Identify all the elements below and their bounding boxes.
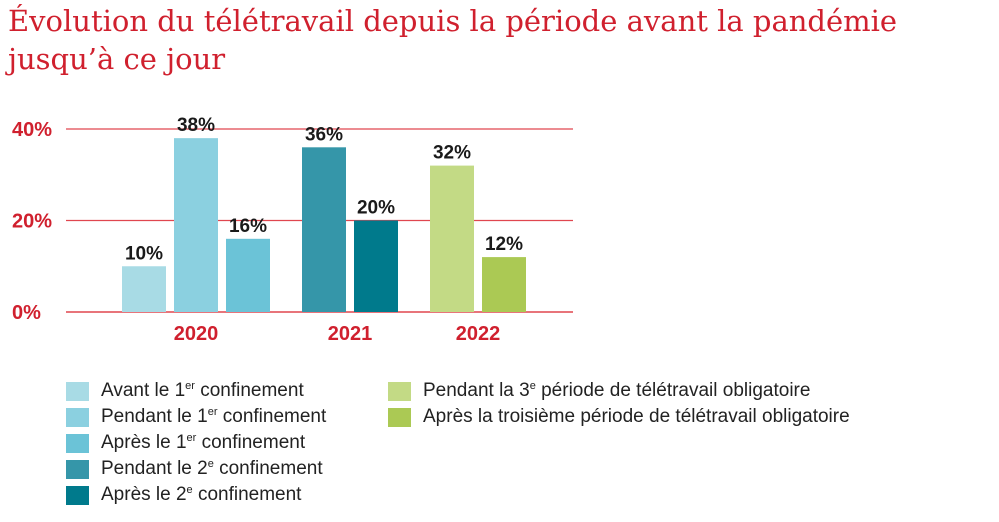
bar-2022-32% xyxy=(430,165,474,312)
bar-2022-12% xyxy=(482,257,526,312)
legend-label: Pendant le 2e confinement xyxy=(101,458,323,480)
legend-label-text-end: confinement xyxy=(192,484,302,505)
chart-title: Évolution du télétravail depuis la pério… xyxy=(8,4,898,76)
legend-label-text-end: confinement xyxy=(194,380,304,401)
data-label: 32% xyxy=(433,143,471,164)
legend-item: Après le 2e confinement xyxy=(66,482,326,508)
legend-label-text: Pendant le 2 xyxy=(101,458,208,479)
legend-item: Après la troisième période de télétravai… xyxy=(388,404,850,430)
bar-chart: 0% 20% 40% 10% 38% 16% 2020 36% 20% 2021 32% 12% 202… xyxy=(12,115,573,345)
legend-column-left: Avant le 1er confinement Pendant le 1er c… xyxy=(66,378,326,508)
legend-label: Avant le 1er confinement xyxy=(101,380,304,402)
bar-2021-20% xyxy=(354,220,398,312)
legend-label: Après la troisième période de télétravai… xyxy=(423,406,850,428)
legend-label-superscript: er xyxy=(186,432,197,444)
category-label-2020: 2020 xyxy=(174,323,219,345)
category-label-2022: 2022 xyxy=(456,323,501,345)
data-label: 12% xyxy=(485,234,523,255)
legend-label-text: Pendant le 1 xyxy=(101,406,208,427)
legend-swatch xyxy=(66,407,89,427)
legend-item: Après le 1er confinement xyxy=(66,430,326,456)
legend-label-text-end: confinement xyxy=(213,458,323,479)
legend-item: Pendant le 2e confinement xyxy=(66,456,326,482)
legend-swatch xyxy=(66,381,89,401)
bar-2021-36% xyxy=(302,147,346,312)
legend-label: Après le 2e confinement xyxy=(101,484,301,506)
legend-label-superscript: er xyxy=(207,406,218,418)
legend-swatch xyxy=(66,485,89,505)
legend-label-text: Pendant la 3 xyxy=(423,380,530,401)
legend-label-text: Après la troisième période de télétravai… xyxy=(423,406,850,427)
category-label-2021: 2021 xyxy=(328,323,373,345)
legend-label: Pendant le 1er confinement xyxy=(101,406,326,428)
legend-swatch xyxy=(66,459,89,479)
legend-item: Avant le 1er confinement xyxy=(66,378,326,404)
bar-2020-38% xyxy=(174,138,218,312)
y-tick-label: 20% xyxy=(12,211,52,233)
legend-column-right: Pendant la 3e période de télétravail obl… xyxy=(388,378,850,430)
legend-label-superscript: e xyxy=(529,380,536,392)
data-label: 16% xyxy=(229,216,267,237)
legend-label-text: Après le 2 xyxy=(101,484,187,505)
legend-label-text: Avant le 1 xyxy=(101,380,186,401)
legend-item: Pendant le 1er confinement xyxy=(66,404,326,430)
legend-label-superscript: e xyxy=(207,458,214,470)
legend-item: Pendant la 3e période de télétravail obl… xyxy=(388,378,850,404)
legend-label-text-end: confinement xyxy=(196,432,306,453)
legend-label-superscript: e xyxy=(186,484,193,496)
legend-label: Après le 1er confinement xyxy=(101,432,305,454)
legend-swatch xyxy=(388,407,411,427)
legend-label-text: Après le 1 xyxy=(101,432,187,453)
bar-2020-16% xyxy=(226,238,270,312)
legend-swatch xyxy=(66,433,89,453)
y-tick-label: 0% xyxy=(12,302,41,324)
data-label: 20% xyxy=(357,198,395,219)
legend-swatch xyxy=(388,381,411,401)
legend-label-text-end: période de télétravail obligatoire xyxy=(535,380,811,401)
legend-label-text-end: confinement xyxy=(217,406,327,427)
data-label: 38% xyxy=(177,115,215,136)
y-tick-label: 40% xyxy=(12,119,52,141)
data-label: 10% xyxy=(125,243,163,264)
legend-label-superscript: er xyxy=(185,380,195,392)
data-label: 36% xyxy=(305,124,343,145)
legend-label: Pendant la 3e période de télétravail obl… xyxy=(423,380,810,402)
bar-2020-10% xyxy=(122,266,166,312)
